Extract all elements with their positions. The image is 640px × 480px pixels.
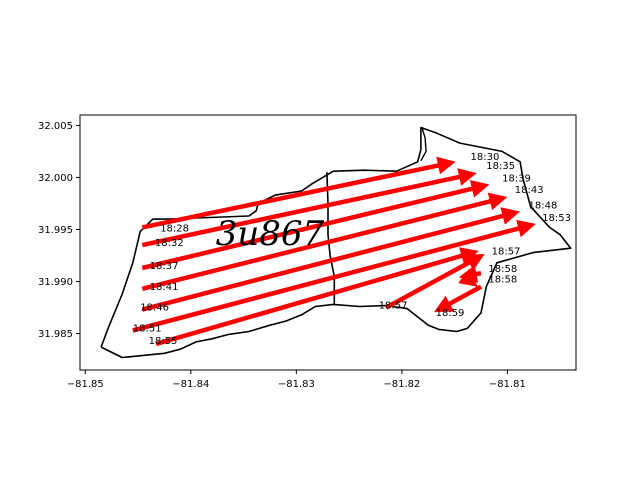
time-label-8: 18:37: [150, 261, 179, 272]
time-label-16: 18:57: [379, 301, 408, 312]
time-label-12: 18:55: [149, 336, 178, 347]
time-label-3: 18:43: [515, 185, 544, 196]
track-arrow-1: [141, 168, 477, 248]
time-label-1: 18:35: [486, 161, 515, 172]
x-tick-label-3: −81.82: [383, 379, 420, 390]
track-arrow-12: [384, 254, 485, 310]
boundary-notch-line: [420, 127, 427, 162]
x-tick-label-4: −81.81: [489, 379, 526, 390]
track-arrow-3: [141, 179, 490, 271]
time-label-13: 18:57: [492, 247, 521, 258]
y-tick-label-3: 32.000: [38, 173, 73, 184]
time-label-7: 18:32: [155, 238, 184, 249]
x-tick-label-0: −81.85: [67, 379, 104, 390]
track-arrow-0: [141, 156, 456, 230]
boundary-outline: [100, 126, 572, 359]
y-tick-label-4: 32.005: [38, 121, 73, 132]
y-tick-label-1: 31.990: [38, 277, 73, 288]
time-label-4: 18:48: [529, 201, 558, 212]
track-arrow-7: [141, 207, 521, 312]
time-label-0: 18:30: [471, 152, 500, 163]
time-label-15: 18:58: [488, 275, 517, 286]
axes-frame: [79, 114, 577, 371]
y-tick-label-0: 31.985: [38, 329, 73, 340]
track-arrow-14: [458, 268, 478, 287]
boundary-divider-line: [326, 172, 336, 305]
x-tick-label-1: −81.84: [172, 379, 209, 390]
time-label-10: 18:46: [140, 303, 169, 314]
time-label-14: 18:58: [488, 264, 517, 275]
y-tick-label-2: 31.995: [38, 225, 73, 236]
time-label-9: 18:41: [150, 282, 179, 293]
time-label-17: 18:59: [436, 308, 465, 319]
track-arrow-5: [141, 192, 508, 291]
time-label-5: 18:53: [542, 213, 571, 224]
track-arrow-9: [132, 219, 536, 333]
time-label-11: 18:51: [133, 324, 162, 335]
track-arrow-15: [434, 284, 483, 313]
axes: −81.85 −81.84 −81.83 −81.82 −81.81 31.985 31.9…: [38, 114, 577, 390]
watermark-text: 3u867: [216, 214, 325, 254]
time-label-6: 18:28: [160, 224, 189, 235]
time-label-2: 18:39: [502, 174, 531, 185]
x-tick-label-2: −81.83: [278, 379, 315, 390]
track-arrow-11: [155, 247, 479, 347]
